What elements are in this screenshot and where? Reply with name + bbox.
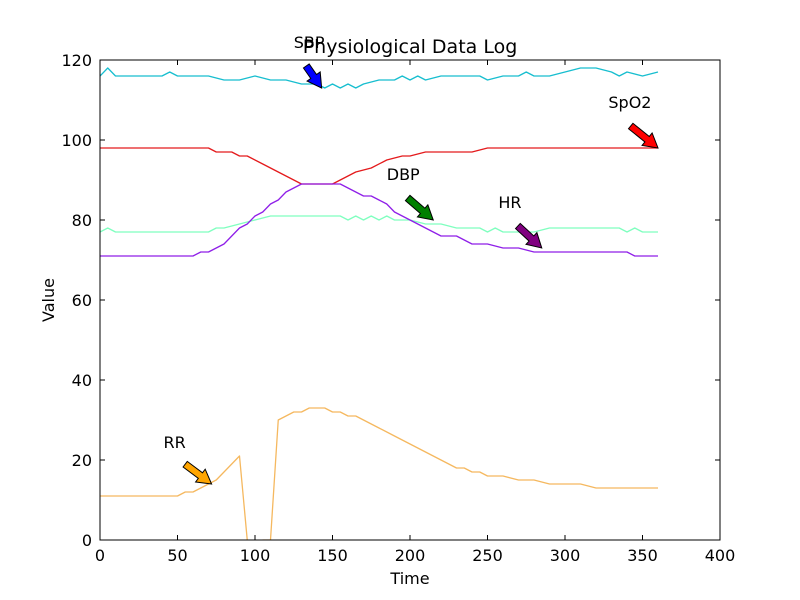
y-tick-label: 40 [72, 371, 92, 390]
series-line-hr [100, 183, 658, 257]
annotation-layer: SBP SpO2 DBP HR RR [164, 33, 659, 485]
x-tick-label: 350 [627, 546, 658, 565]
y-tick-label: 100 [61, 131, 92, 150]
x-axis-label: Time [389, 569, 429, 588]
series-layer [100, 67, 659, 540]
x-tick-label: 400 [705, 546, 736, 565]
series-line-dbp [100, 215, 658, 233]
annotation-label-rr: RR [164, 433, 186, 452]
annotation-label-hr: HR [498, 193, 521, 212]
x-tick-label: 200 [395, 546, 426, 565]
x-tick-label: 100 [240, 546, 271, 565]
plot-area [100, 60, 720, 540]
series-line-spo2 [100, 147, 658, 185]
annotation-label-dbp: DBP [387, 165, 420, 184]
x-tick-label: 50 [167, 546, 187, 565]
annotation-label-sbp: SBP [294, 33, 325, 52]
series-line-sbp [100, 67, 659, 89]
x-tick-label: 250 [472, 546, 503, 565]
annotation-arrow-dbp [404, 194, 435, 221]
y-tick-label: 120 [61, 51, 92, 70]
x-tick-label: 150 [317, 546, 348, 565]
annotation-arrow-sbp [302, 63, 323, 89]
series-line-rr [100, 407, 658, 540]
y-tick-label: 20 [72, 451, 92, 470]
chart-title: Physiological Data Log [303, 36, 518, 58]
y-tick-label: 0 [82, 531, 92, 550]
y-tick-label: 80 [72, 211, 92, 230]
annotation-arrow-rr [182, 460, 213, 485]
annotation-arrow-spo2 [627, 122, 659, 149]
x-tick-label: 0 [95, 546, 105, 565]
annotation-arrow-hr [514, 222, 543, 249]
y-tick-label: 60 [72, 291, 92, 310]
annotation-label-spo2: SpO2 [608, 93, 651, 112]
y-axis-label: Value [39, 278, 58, 322]
ticks-layer: 0 50 100 150 200 250 300 350 400 0 20 40 60 80 100 120 [61, 51, 735, 565]
x-tick-label: 300 [550, 546, 581, 565]
